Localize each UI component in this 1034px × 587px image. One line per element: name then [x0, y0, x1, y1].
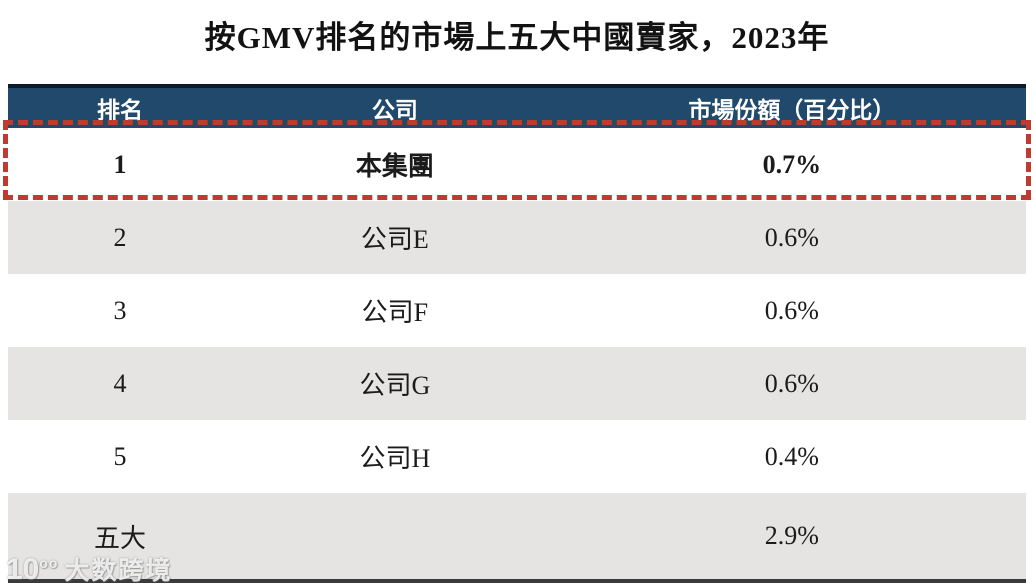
rank-cell: 4	[113, 368, 127, 398]
company-cell: 公司G	[359, 371, 431, 400]
share-cell: 0.4%	[764, 441, 819, 471]
column-header-share: 市場份額（百分比）	[688, 97, 896, 123]
table-row-company-g: 4 公司G 0.6%	[8, 347, 1026, 420]
company-cell: 公司F	[361, 298, 429, 327]
total-share-cell: 2.9%	[764, 521, 819, 550]
table-row-group: 1 本集團 0.7%	[8, 128, 1026, 201]
share-cell: 0.7%	[762, 149, 822, 179]
rank-cell: 5	[113, 441, 127, 471]
company-cell: 本集團	[355, 152, 434, 181]
watermark: 10oo 大数跨境	[6, 555, 173, 585]
table-row-company-e: 2 公司E 0.6%	[8, 201, 1026, 274]
total-label-cell: 五大	[93, 523, 146, 553]
rank-cell: 2	[113, 222, 127, 252]
table-row-company-h: 5 公司H 0.4%	[8, 420, 1026, 493]
rank-cell: 3	[113, 295, 127, 325]
column-header-company: 公司	[371, 97, 418, 123]
watermark-logo-icon: 10oo	[6, 553, 59, 586]
company-cell: 公司H	[359, 444, 431, 473]
ranking-table: 排名 公司 市場份額（百分比） 1 本集團 0.7% 2 公司E 0.6% 3 …	[3, 84, 1031, 583]
share-cell: 0.6%	[764, 295, 819, 325]
share-cell: 0.6%	[764, 222, 819, 252]
table-row-company-f: 3 公司F 0.6%	[8, 274, 1026, 347]
share-cell: 0.6%	[764, 368, 819, 398]
column-header-rank: 排名	[96, 97, 143, 123]
watermark-brand-text: 大数跨境	[64, 556, 173, 585]
rank-cell: 1	[113, 149, 127, 179]
table-total-row: 五大 2.9%	[8, 493, 1026, 583]
page-title: 按GMV排名的市場上五大中國賣家，2023年	[204, 20, 830, 55]
company-cell: 公司E	[360, 225, 429, 254]
table-header-row: 排名 公司 市場份額（百分比）	[8, 84, 1026, 128]
